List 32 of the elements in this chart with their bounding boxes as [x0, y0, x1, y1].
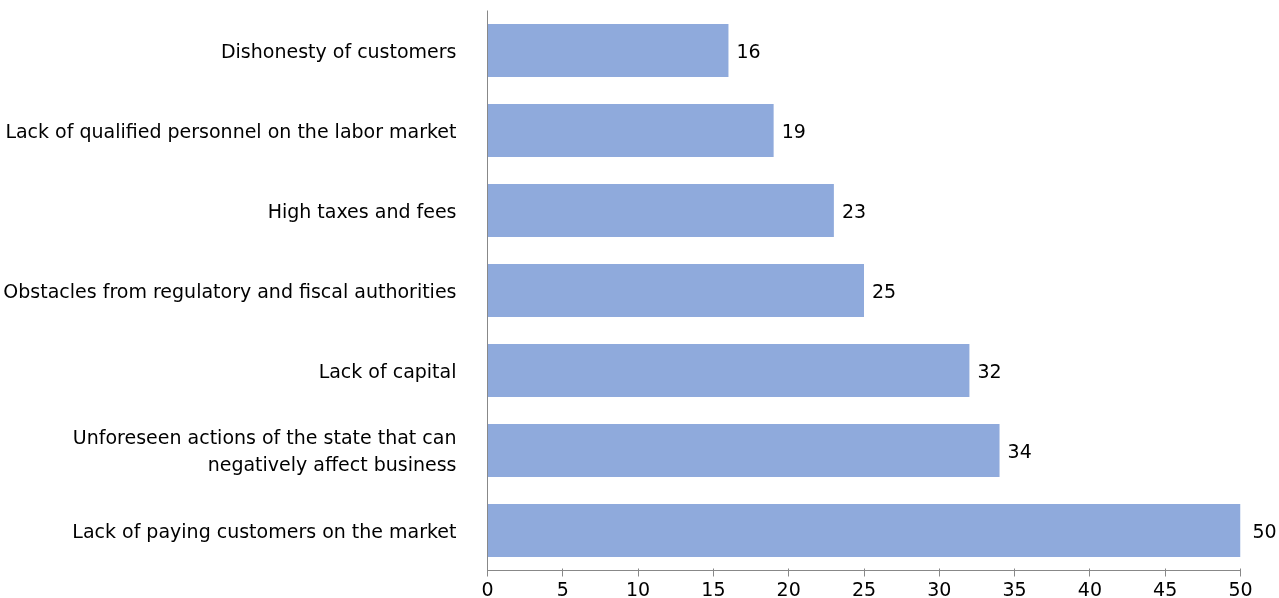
x-tick-label: 50: [1228, 577, 1253, 598]
data-label: 34: [1007, 439, 1032, 462]
x-tick-label: 40: [1077, 577, 1102, 598]
bar: [487, 504, 1241, 557]
x-tick-label: 30: [927, 577, 952, 598]
data-label: 16: [736, 39, 761, 62]
data-label: 23: [841, 199, 867, 222]
x-tick-label: 25: [851, 577, 877, 598]
x-tick-label: 20: [776, 577, 801, 598]
y-tick-label: Lack of capital: [318, 359, 457, 382]
x-tick-label: 10: [626, 577, 651, 598]
data-label: 19: [781, 119, 806, 142]
y-tick-label: Dishonesty of customers: [220, 39, 457, 62]
x-tick-label: 0: [481, 577, 494, 598]
bar: [487, 24, 729, 77]
bar: [487, 264, 864, 317]
x-tick-label: 5: [556, 577, 569, 598]
x-tick-label: 35: [1002, 577, 1027, 598]
data-label: 32: [977, 359, 1002, 382]
y-tick-label: Lack of paying customers on the market: [72, 519, 457, 542]
bar: [487, 344, 970, 397]
data-label: 50: [1252, 519, 1277, 542]
x-tick-label: 45: [1153, 577, 1178, 598]
y-tick-label: High taxes and fees: [267, 199, 457, 222]
bar: [487, 184, 834, 237]
y-tick-label: Lack of qualified personnel on the labor market: [5, 119, 457, 142]
bar: [487, 104, 774, 157]
data-label: 25: [872, 279, 897, 302]
y-tick-label: Obstacles from regulatory and fiscal authorities: [3, 279, 457, 302]
y-tick-label: Unforeseen actions of the state that can negatively affect business: [72, 426, 457, 475]
bar: [487, 424, 1000, 477]
x-tick-label: 15: [701, 577, 726, 598]
